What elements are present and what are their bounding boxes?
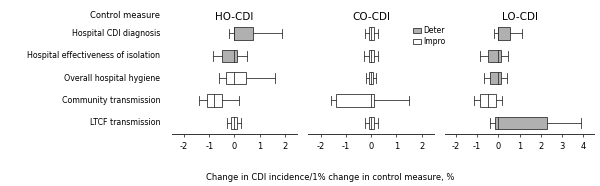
Bar: [488, 50, 500, 62]
Bar: [490, 72, 500, 84]
Title: LO-CDI: LO-CDI: [502, 12, 538, 22]
Bar: [230, 117, 237, 129]
Text: Change in CDI incidence/1% change in control measure, %: Change in CDI incidence/1% change in con…: [206, 173, 454, 182]
Bar: [336, 94, 374, 107]
Bar: [369, 27, 374, 40]
Bar: [499, 27, 510, 40]
Bar: [222, 50, 237, 62]
Text: Community transmission: Community transmission: [62, 96, 160, 105]
Title: CO-CDI: CO-CDI: [352, 12, 391, 22]
Bar: [226, 72, 246, 84]
Bar: [495, 117, 547, 129]
Text: LTCF transmission: LTCF transmission: [90, 118, 160, 127]
Bar: [369, 50, 374, 62]
Text: Hospital CDI diagnosis: Hospital CDI diagnosis: [72, 29, 160, 38]
Text: Hospital effectiveness of isolation: Hospital effectiveness of isolation: [28, 51, 160, 60]
Bar: [369, 72, 373, 84]
Text: Overall hospital hygiene: Overall hospital hygiene: [64, 74, 160, 83]
Bar: [207, 94, 222, 107]
Text: Control measure: Control measure: [91, 11, 160, 20]
Title: HO-CDI: HO-CDI: [215, 12, 254, 22]
Bar: [369, 117, 374, 129]
Bar: [235, 27, 253, 40]
Legend: Deterioration, Improvement: Deterioration, Improvement: [413, 26, 475, 46]
Bar: [481, 94, 496, 107]
